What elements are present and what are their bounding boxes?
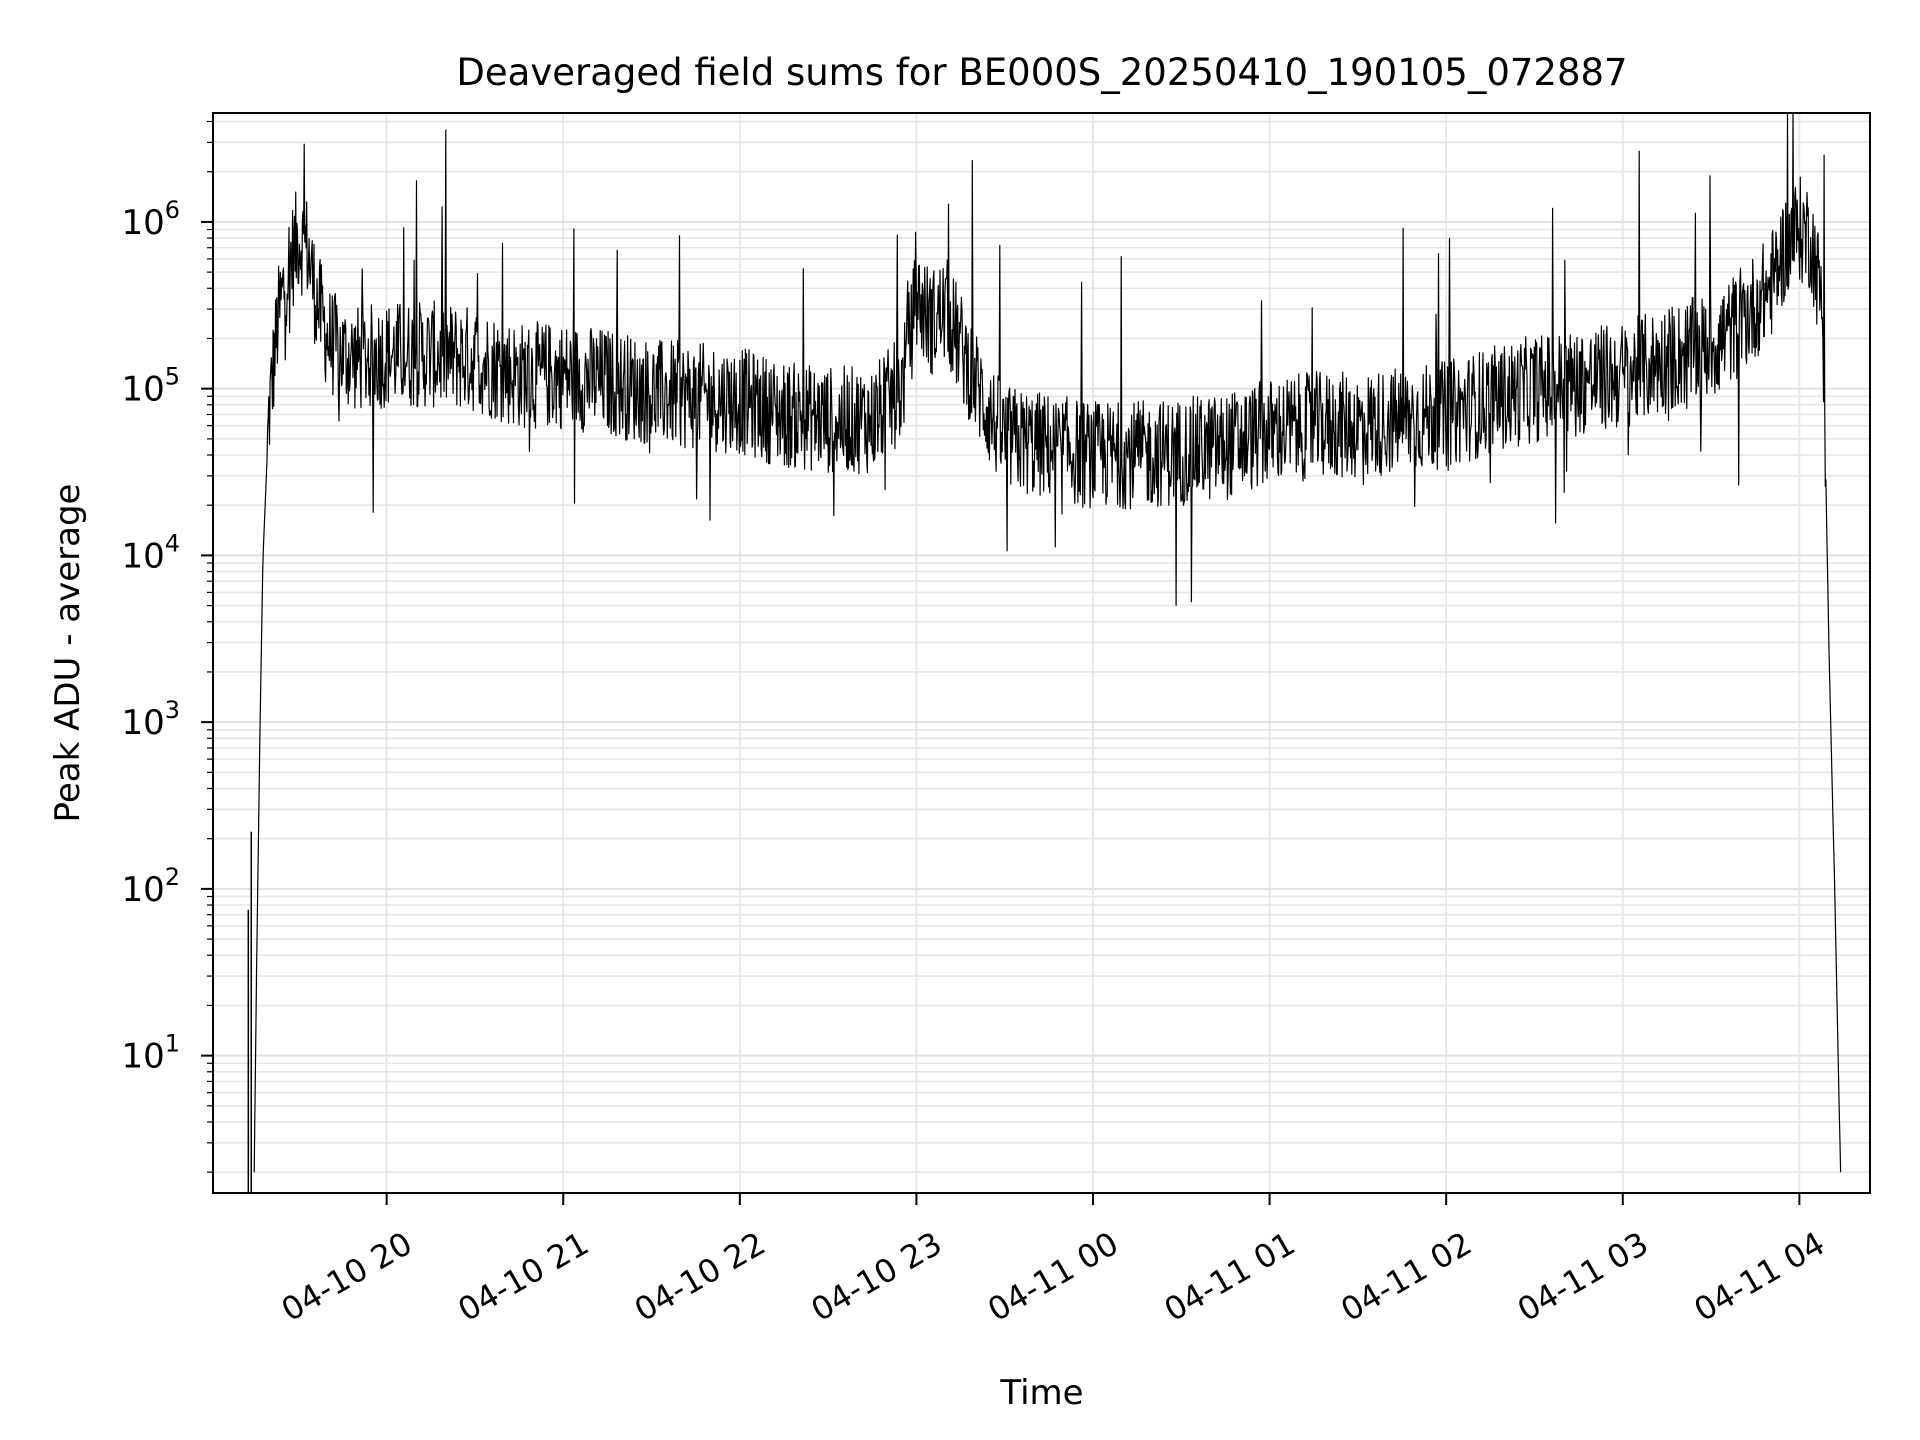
- x-tick-label: 04-11 02: [1334, 1224, 1478, 1329]
- x-tick-label: 04-11 04: [1688, 1224, 1832, 1329]
- y-tick-label: 106: [121, 196, 180, 243]
- x-tick-label: 04-10 21: [451, 1224, 595, 1329]
- y-tick-label: 102: [121, 863, 180, 910]
- y-tick-label: 103: [121, 696, 180, 743]
- x-tick-label: 04-10 20: [275, 1224, 419, 1329]
- y-tick-label: 104: [121, 529, 180, 576]
- axis-ticks: 04-10 20 04-10 21 04-10 22 04-10 23 04-11 00…: [121, 120, 1832, 1329]
- y-axis-label: Peak ADU - average: [48, 484, 88, 823]
- data-series: [247, 112, 1842, 1193]
- x-axis-label: Time: [999, 1373, 1083, 1413]
- x-tick-label: 04-10 23: [805, 1224, 949, 1329]
- grid: [213, 113, 1870, 1193]
- x-tick-label: 04-10 22: [628, 1224, 772, 1329]
- x-tick-label: 04-11 00: [981, 1224, 1125, 1329]
- x-tick-label: 04-11 01: [1158, 1224, 1302, 1329]
- plot-area-frame: [212, 112, 1871, 1194]
- chart-title: Deaveraged field sums for BE000S_2025041…: [456, 51, 1627, 94]
- y-tick-label: 101: [121, 1030, 180, 1077]
- series-line: [253, 112, 1842, 1173]
- x-tick-label: 04-11 03: [1511, 1224, 1655, 1329]
- y-tick-label: 105: [121, 363, 180, 410]
